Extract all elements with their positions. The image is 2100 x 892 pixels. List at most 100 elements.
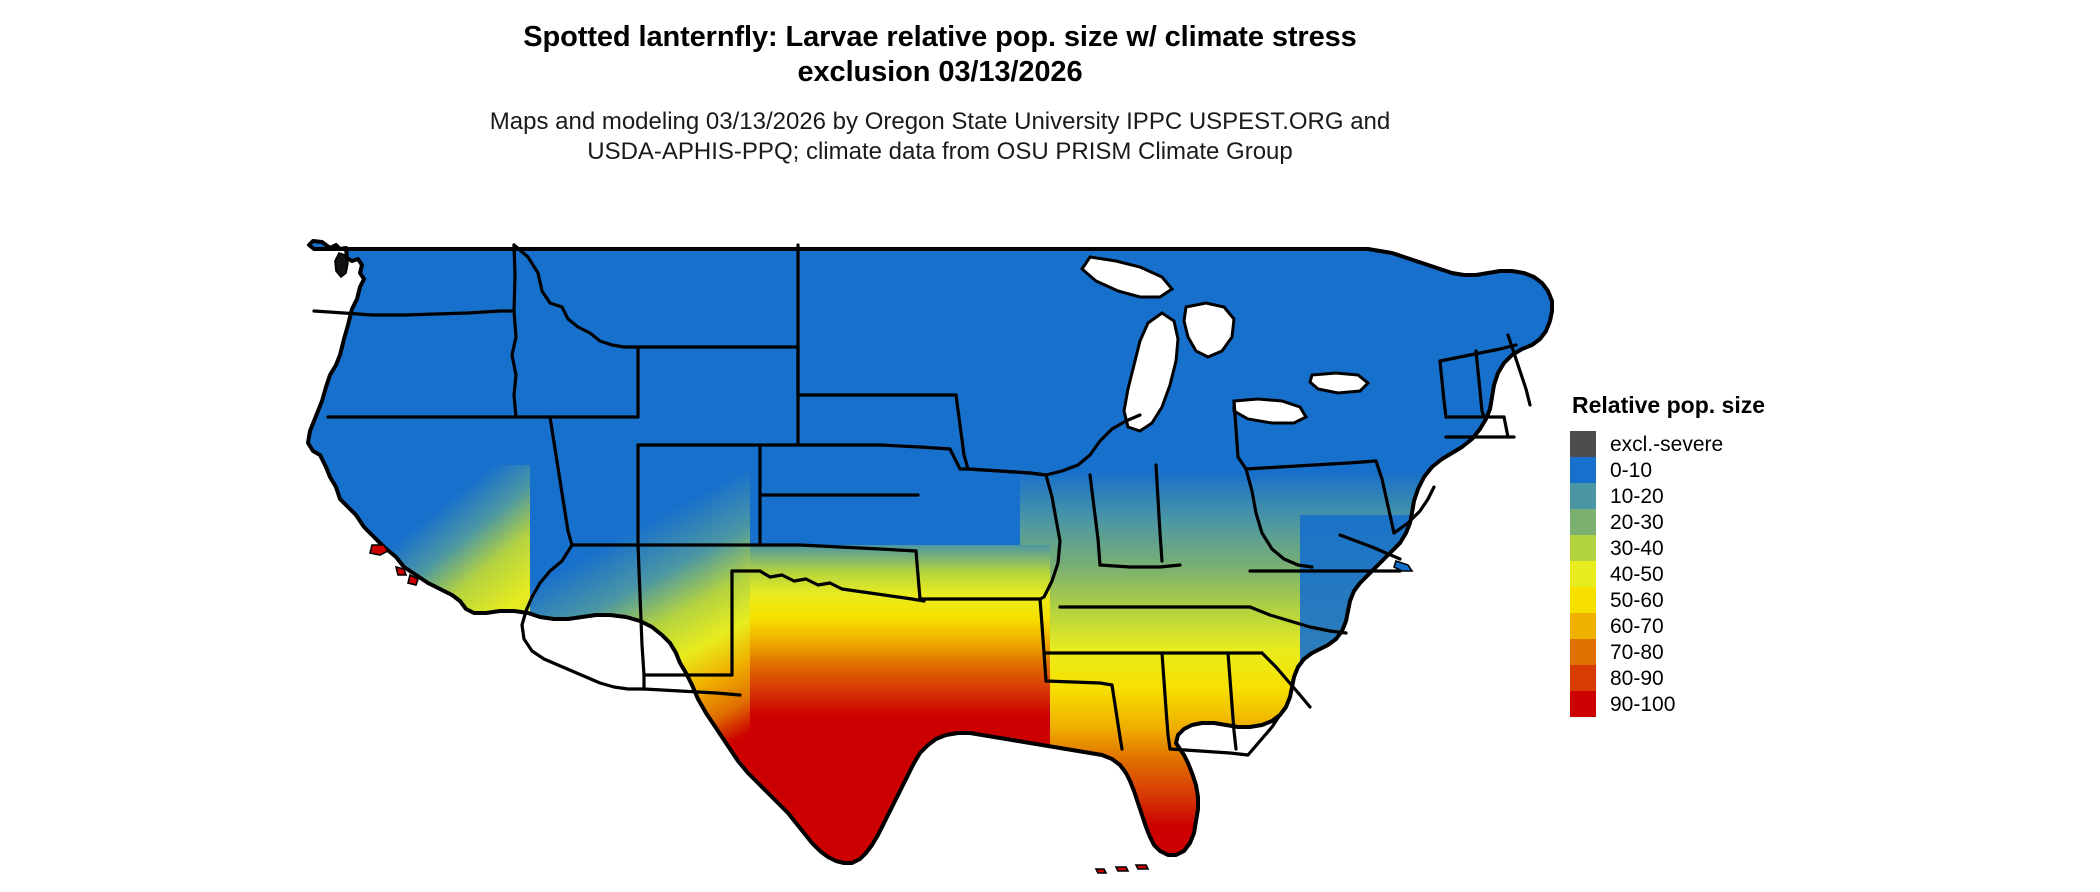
border-oh-pa-wv bbox=[1232, 399, 1248, 471]
island-puget-sound bbox=[334, 252, 349, 279]
legend-color-swatch bbox=[1570, 431, 1596, 457]
legend-color-swatch bbox=[1570, 613, 1596, 639]
island-catalina bbox=[394, 565, 408, 576]
page-title-line2: exclusion 03/13/2026 bbox=[797, 56, 1083, 89]
lake-huron bbox=[1182, 301, 1236, 359]
choropleth-map bbox=[300, 215, 1560, 875]
lake-ontario bbox=[1308, 371, 1371, 395]
border-nm-south bbox=[642, 673, 742, 697]
island-florida-keys-b bbox=[1114, 866, 1130, 872]
border-ar-la bbox=[1038, 597, 1048, 683]
border-ri-ct bbox=[1502, 415, 1510, 439]
legend-row: 30-40 bbox=[1570, 535, 1765, 561]
border-id-mt bbox=[512, 243, 640, 349]
border-nj-ny bbox=[1392, 485, 1436, 535]
conus-outline bbox=[306, 239, 1554, 865]
border-il-in bbox=[1088, 473, 1102, 567]
legend-label: 10-20 bbox=[1610, 484, 1664, 508]
legend-color-swatch bbox=[1570, 639, 1596, 665]
legend-label: 60-70 bbox=[1610, 614, 1664, 638]
page-title-line1: Spotted lanternfly: Larvae relative pop.… bbox=[523, 21, 1357, 53]
lake-erie bbox=[1232, 397, 1309, 425]
legend-row: 60-70 bbox=[1570, 613, 1765, 639]
map-legend: Relative pop. size excl.-severe 0-10 10-20… bbox=[1570, 392, 1765, 717]
border-in-oh bbox=[1154, 463, 1164, 563]
border-al-ga bbox=[1226, 651, 1238, 751]
border-il-in-ky bbox=[1098, 563, 1182, 569]
lake-michigan bbox=[1122, 311, 1180, 433]
legend-color-swatch bbox=[1570, 535, 1596, 561]
border-vt-nh bbox=[1474, 349, 1486, 419]
border-ok-ar bbox=[914, 549, 922, 601]
legend-color-swatch bbox=[1570, 509, 1596, 535]
legend-row: 20-30 bbox=[1570, 509, 1765, 535]
offshore-islands bbox=[334, 252, 1414, 874]
border-ga-fl bbox=[1168, 713, 1282, 757]
us-map-svg bbox=[306, 239, 1554, 874]
border-pa-ny bbox=[1244, 459, 1378, 471]
lake-superior bbox=[1080, 255, 1175, 299]
legend-row: 80-90 bbox=[1570, 665, 1765, 691]
legend-color-swatch bbox=[1570, 665, 1596, 691]
legend-row: 0-10 bbox=[1570, 457, 1765, 483]
legend-color-swatch bbox=[1570, 483, 1596, 509]
legend-label: excl.-severe bbox=[1610, 432, 1724, 456]
border-az-ca bbox=[520, 543, 646, 691]
border-or-id bbox=[510, 309, 518, 419]
great-lakes bbox=[1080, 255, 1371, 433]
legend-label: 40-50 bbox=[1610, 562, 1664, 586]
border-wi-mi bbox=[1076, 413, 1142, 467]
legend-label: 0-10 bbox=[1610, 458, 1653, 482]
legend-row: 10-20 bbox=[1570, 483, 1765, 509]
border-ny-vt-ma bbox=[1438, 359, 1448, 419]
border-nm-tx bbox=[642, 569, 762, 677]
legend-title: Relative pop. size bbox=[1572, 392, 1766, 418]
border-ga-sc bbox=[1260, 651, 1312, 709]
legend-label: 70-80 bbox=[1610, 640, 1664, 664]
legend-color-swatch bbox=[1570, 457, 1596, 483]
page-subtitle-line1: Maps and modeling 03/13/2026 by Oregon S… bbox=[489, 107, 1391, 135]
border-ks-ok bbox=[758, 543, 918, 553]
legend-label: 30-40 bbox=[1610, 536, 1664, 560]
border-pa-md-nj bbox=[1374, 459, 1396, 535]
legend-color-swatch bbox=[1570, 561, 1596, 587]
title-block: Spotted lanternfly: Larvae relative pop.… bbox=[0, 20, 1880, 168]
border-sc-nc bbox=[1248, 605, 1348, 635]
state-boundaries bbox=[312, 243, 1532, 757]
border-la-ms bbox=[1044, 679, 1124, 751]
legend-row: 50-60 bbox=[1570, 587, 1765, 613]
border-wa-id bbox=[512, 243, 517, 313]
legend-label: 80-90 bbox=[1610, 666, 1664, 690]
border-mn-ia bbox=[954, 393, 970, 471]
border-ms-al bbox=[1160, 651, 1172, 751]
legend-entry-list: excl.-severe 0-10 10-20 20-30 30-40 40-50 50-6… bbox=[1570, 431, 1765, 717]
island-long-beach bbox=[407, 573, 419, 586]
legend-color-swatch bbox=[1570, 691, 1596, 717]
page-subtitle-line2: USDA-APHIS-PPQ; climate data from OSU PR… bbox=[587, 138, 1293, 166]
map-value-surface bbox=[308, 395, 1552, 863]
legend-row: 70-80 bbox=[1570, 639, 1765, 665]
border-ia-wi-il bbox=[966, 463, 1080, 477]
border-nv-ut bbox=[548, 415, 574, 547]
border-ny-vt-north bbox=[1438, 343, 1518, 363]
legend-label: 50-60 bbox=[1610, 588, 1664, 612]
legend-label: 90-100 bbox=[1610, 692, 1676, 716]
border-ok-tx bbox=[758, 569, 926, 603]
legend-row: excl.-severe bbox=[1570, 431, 1765, 457]
island-outer-banks bbox=[1393, 559, 1414, 572]
legend-row: 90-100 bbox=[1570, 691, 1765, 717]
legend-color-swatch bbox=[1570, 587, 1596, 613]
border-va-wv-md bbox=[1244, 467, 1314, 569]
island-channel-group bbox=[369, 544, 390, 556]
island-florida-keys-c bbox=[1094, 868, 1108, 874]
legend-label: 20-30 bbox=[1610, 510, 1664, 534]
legend-row: 40-50 bbox=[1570, 561, 1765, 587]
border-wa-or bbox=[312, 309, 516, 317]
border-id-wy-ut bbox=[548, 345, 640, 419]
page-title: Spotted lanternfly: Larvae relative pop.… bbox=[0, 20, 1880, 91]
island-florida-keys-a bbox=[1134, 864, 1150, 870]
page-subtitle: Maps and modeling 03/13/2026 by Oregon S… bbox=[0, 107, 1880, 168]
border-sd-ne bbox=[796, 443, 952, 451]
border-mo-il bbox=[1038, 473, 1062, 601]
